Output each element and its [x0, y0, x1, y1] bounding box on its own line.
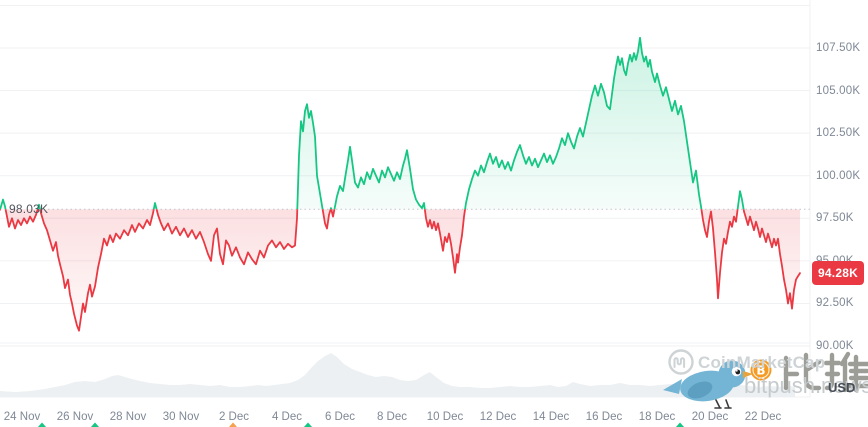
event-marker[interactable] [90, 422, 100, 427]
y-axis-label: 107.50K [816, 42, 861, 54]
x-axis-label: 22 Dec [744, 411, 782, 423]
svg-text:B: B [756, 364, 765, 378]
x-axis-label: 24 Nov [3, 411, 41, 423]
y-axis-label: 97.50K [816, 212, 854, 225]
y-axis-label: 92.50K [816, 297, 854, 310]
event-markers[interactable] [37, 422, 685, 427]
price-area-above-baseline [0, 37, 800, 210]
x-axis-label: 18 Dec [638, 411, 676, 423]
y-axis-label: 90.00K [816, 340, 854, 353]
x-axis-label: 2 Dec [218, 411, 250, 423]
coinmarketcap-watermark-text: CoinMarketCap [698, 353, 826, 372]
x-axis-label: 8 Dec [376, 411, 408, 423]
x-axis-label: 6 Dec [324, 411, 356, 423]
x-axis-label: 28 Nov [109, 411, 147, 423]
x-axis-label: 4 Dec [271, 411, 303, 423]
x-axis-label: 20 Dec [691, 411, 729, 423]
baseline-price-label: 98.03K [9, 202, 49, 216]
y-axis-label: 102.50K [816, 127, 861, 140]
price-line-up [0, 36, 745, 210]
coinmarketcap-logo-icon [668, 349, 694, 375]
event-marker[interactable] [675, 422, 685, 427]
current-price-badge: 94.28K [812, 261, 864, 285]
volume-minimap [0, 353, 795, 397]
bitpush-bird-icon [663, 360, 753, 409]
bitpush-domain-watermark: bitpush.news [744, 373, 868, 398]
price-line-down [0, 209, 801, 332]
x-axis-label: 26 Nov [56, 411, 94, 423]
currency-unit-label: USD [828, 380, 856, 395]
event-marker[interactable] [37, 422, 47, 427]
x-axis-label: 12 Dec [479, 411, 517, 423]
x-axis-label: 14 Dec [532, 411, 570, 423]
event-marker[interactable] [228, 422, 238, 427]
bitpush-cn-watermark [783, 351, 868, 393]
bitcoin-coin-icon: B [750, 359, 772, 381]
x-axis-label: 10 Dec [426, 411, 464, 423]
y-axis-label: 105.00K [816, 84, 861, 97]
x-axis-label: 30 Nov [162, 411, 200, 423]
x-axis-label: 16 Dec [585, 411, 623, 423]
event-marker[interactable] [303, 422, 313, 427]
y-axis-label: 100.00K [816, 169, 861, 182]
